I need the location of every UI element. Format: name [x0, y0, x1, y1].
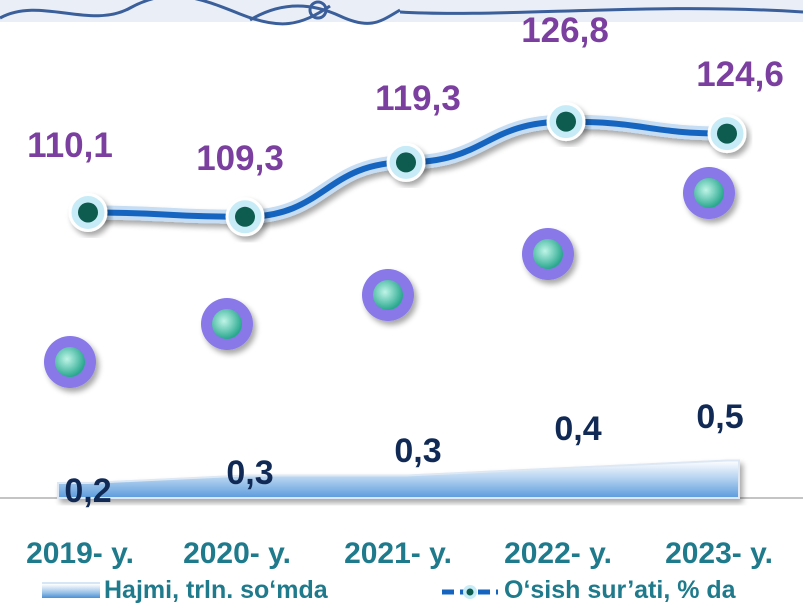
- legend-line-icon: [442, 585, 498, 599]
- legend-area-swatch: [42, 582, 100, 598]
- area-data-label: 0,5: [696, 398, 743, 436]
- category-label: 2023- y.: [665, 537, 773, 570]
- legend-area-label: Hajmi, trln. so‘mda: [104, 575, 328, 604]
- area-series-volume: [57, 459, 740, 499]
- decorative-marker-inner: [212, 309, 242, 339]
- line-point: [556, 111, 576, 132]
- ornament-ring: [308, 0, 328, 20]
- line-data-label: 126,8: [521, 11, 609, 50]
- line-point: [717, 123, 737, 144]
- category-label: 2021- y.: [344, 537, 452, 570]
- plot-area: 0,2 0,3 0,3 0,4 0,5 110,1 109,3 119,3 126,8 124,6: [0, 11, 803, 510]
- ornament-swirl-mid: [249, 4, 401, 25]
- category-label: 2019- y.: [26, 537, 134, 570]
- decorative-marker-inner: [373, 280, 403, 310]
- top-ornament: [0, 0, 803, 26]
- line-data-label: 119,3: [375, 79, 461, 118]
- legend-line-swatch: [440, 580, 500, 600]
- line-data-label: 124,6: [696, 55, 784, 94]
- decorative-marker-inner: [694, 178, 724, 208]
- legend-line-label: O‘sish sur’ati, % da: [504, 575, 736, 604]
- line-point: [235, 206, 255, 227]
- ornament-swirl-right: [399, 7, 803, 15]
- ornament-swirl-left: [0, 0, 331, 26]
- line-point: [78, 202, 98, 223]
- category-label: 2022- y.: [504, 537, 612, 570]
- category-labels: 2019- y. 2020- y. 2021- y. 2022- y. 2023- y.: [26, 537, 773, 570]
- legend-item-area: Hajmi, trln. so‘mda: [42, 572, 328, 608]
- area-data-label: 0,2: [64, 472, 111, 510]
- line-data-label: 110,1: [27, 126, 113, 165]
- line-data-label: 109,3: [196, 139, 284, 178]
- decorative-marker-inner: [533, 239, 563, 269]
- area-data-label: 0,3: [394, 432, 441, 470]
- area-data-label: 0,4: [554, 410, 601, 448]
- legend-item-line: O‘sish sur’ati, % da: [440, 572, 736, 608]
- decorative-marker-inner: [55, 347, 85, 377]
- area-data-label: 0,3: [226, 454, 273, 492]
- line-point: [396, 152, 416, 173]
- category-label: 2020- y.: [183, 537, 291, 570]
- legend: Hajmi, trln. so‘mda O‘sish sur’ati, % da: [0, 572, 803, 608]
